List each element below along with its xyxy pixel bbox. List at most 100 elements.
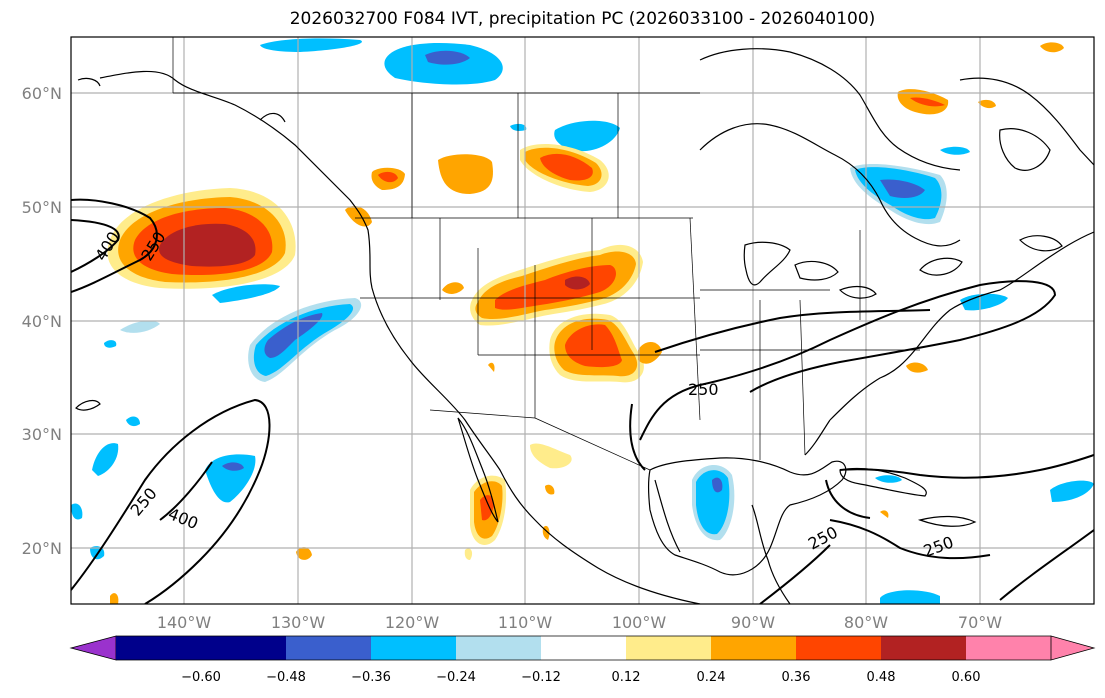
positive-anomaly-region	[488, 362, 495, 372]
coastline	[259, 112, 286, 123]
positive-anomaly-region	[345, 206, 372, 227]
positive-anomaly-region	[442, 282, 464, 294]
ivt-contour-250	[654, 309, 931, 353]
colorbar-segment	[371, 636, 456, 660]
colorbar-segment	[69, 635, 117, 661]
positive-anomaly-region	[880, 510, 889, 518]
positive-anomaly-region	[545, 484, 555, 495]
positive-anomaly-region	[978, 99, 996, 109]
longitude-label: 110°W	[498, 613, 553, 632]
map-frame	[70, 36, 1095, 605]
coastline	[959, 77, 1094, 166]
latitude-label: 60°N	[22, 84, 62, 103]
negative-anomaly-region	[960, 293, 1008, 311]
negative-anomaly-region	[875, 475, 902, 483]
colorbar-tick-label: 0.36	[782, 670, 811, 685]
ivt-contour-250	[639, 280, 1057, 441]
negative-anomaly-region	[212, 284, 280, 303]
colorbar-tick-label: −0.48	[266, 670, 306, 685]
border-line	[429, 409, 536, 419]
contour-label: 250	[688, 380, 719, 399]
negative-anomaly-region	[554, 120, 620, 152]
latitude-label: 20°N	[22, 539, 62, 558]
colorbar-segment	[541, 636, 626, 660]
ivt-contour-250	[71, 398, 271, 604]
ivt-contour-250	[759, 544, 831, 604]
colorbar-tick-labels: −0.60 −0.48 −0.36 −0.24 −0.12 0.12 0.24 …	[181, 670, 980, 685]
great-lakes	[838, 285, 877, 299]
positive-anomaly-region	[438, 154, 493, 194]
colorbar-tick-label: 0.48	[867, 670, 896, 685]
coastline	[839, 467, 927, 497]
coastline	[647, 457, 847, 576]
negative-anomaly-region	[940, 146, 970, 155]
colorbar: −0.60 −0.48 −0.36 −0.24 −0.12 0.12 0.24 …	[69, 635, 1096, 685]
border-line	[799, 299, 806, 456]
colorbar-segment	[881, 636, 966, 660]
ivt-contours	[71, 198, 1094, 604]
coastline	[804, 419, 831, 456]
coastline	[457, 417, 499, 523]
positive-anomaly-region	[378, 171, 398, 183]
coastline	[654, 479, 681, 553]
coastline	[829, 231, 1094, 421]
ivt-contour-250	[829, 519, 991, 560]
colorbar-segment	[1050, 635, 1096, 661]
coastline	[699, 48, 961, 171]
positive-anomaly-region	[296, 547, 312, 560]
coastline	[919, 257, 963, 276]
colorbar-tick-label: −0.60	[181, 670, 221, 685]
longitude-label: 90°W	[731, 613, 775, 632]
colorbar-segment	[711, 636, 796, 660]
negative-anomaly-region	[126, 416, 140, 427]
colorbar-tick-label: 0.60	[952, 670, 981, 685]
contour-label: 250	[921, 532, 956, 560]
positive-anomaly-region	[540, 153, 593, 181]
positive-anomaly-region	[565, 276, 590, 290]
colorbar-segment	[796, 636, 881, 660]
longitude-label: 100°W	[612, 613, 667, 632]
contour-label: 400	[166, 504, 201, 533]
positive-anomaly-region	[565, 324, 622, 368]
colorbar-segment	[201, 636, 286, 660]
colorbar-segment	[966, 636, 1051, 660]
negative-anomaly-region	[120, 320, 160, 333]
ivt-contour-250	[825, 479, 871, 519]
colorbar-tick-label: −0.36	[351, 670, 391, 685]
coastline	[75, 399, 101, 411]
colorbar-segment	[116, 636, 201, 660]
coastline	[917, 515, 977, 527]
negative-anomaly-region	[425, 50, 470, 65]
ivt-contour-400	[159, 461, 213, 521]
coastline	[99, 70, 701, 604]
ivt-contour-250	[839, 454, 1094, 479]
coastline	[1019, 235, 1063, 252]
latitude-labels: 60°N 50°N 40°N 30°N 20°N	[22, 84, 62, 558]
map-title: 2026032700 F084 IVT, precipitation PC (2…	[289, 9, 876, 29]
colorbar-tick-label: −0.12	[521, 670, 561, 685]
negative-anomaly-region	[712, 477, 723, 493]
coastline	[999, 128, 1051, 171]
colorbar-segment	[626, 636, 711, 660]
precipitation-pc-shading	[71, 38, 1094, 604]
longitude-label: 130°W	[271, 613, 326, 632]
latitude-label: 40°N	[22, 312, 62, 331]
political-borders	[172, 37, 920, 471]
ivt-contour-400	[71, 219, 120, 273]
positive-anomaly-region	[110, 593, 119, 604]
negative-anomaly-region	[260, 38, 362, 52]
coastlines-and-borders	[75, 48, 1094, 604]
negative-anomaly-region	[104, 340, 117, 348]
negative-anomaly-region	[253, 304, 354, 376]
positive-anomaly-region	[906, 362, 928, 373]
longitude-labels: 140°W 130°W 120°W 110°W 100°W 90°W 80°W …	[157, 613, 1002, 632]
coastline	[751, 504, 791, 604]
great-lakes	[794, 260, 839, 281]
positive-anomaly-region	[464, 548, 473, 560]
positive-anomaly-region	[530, 443, 572, 469]
border-line	[534, 417, 651, 471]
ivt-contour-250	[629, 403, 646, 471]
longitude-label: 80°W	[844, 613, 888, 632]
contour-label: 250	[805, 522, 841, 553]
